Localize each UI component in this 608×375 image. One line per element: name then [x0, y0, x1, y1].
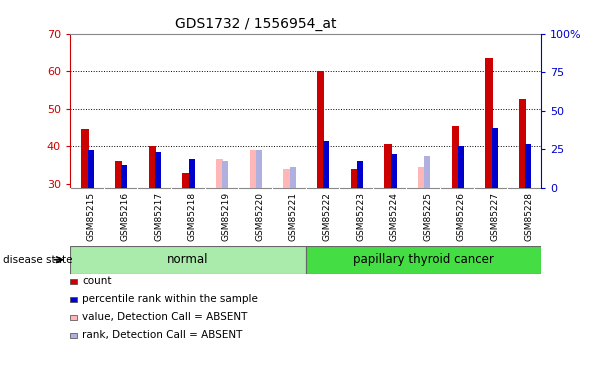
Bar — [323, 141, 330, 188]
Text: GSM85217: GSM85217 — [154, 192, 163, 241]
Bar — [122, 165, 128, 188]
Bar — [223, 161, 229, 188]
Bar — [485, 58, 492, 188]
Bar — [149, 146, 156, 188]
Text: GSM85226: GSM85226 — [457, 192, 466, 241]
Text: percentile rank within the sample: percentile rank within the sample — [82, 294, 258, 304]
Bar — [384, 144, 392, 188]
Text: GDS1732 / 1556954_at: GDS1732 / 1556954_at — [174, 17, 336, 31]
Bar — [418, 167, 426, 188]
Bar — [155, 152, 161, 188]
FancyBboxPatch shape — [305, 246, 541, 274]
Text: normal: normal — [167, 253, 209, 266]
Bar — [88, 150, 94, 188]
Bar — [115, 161, 122, 188]
Bar — [182, 172, 190, 188]
Text: GSM85216: GSM85216 — [120, 192, 130, 241]
Bar — [351, 169, 358, 188]
Text: GSM85228: GSM85228 — [524, 192, 533, 241]
Bar — [357, 161, 363, 188]
Text: GSM85218: GSM85218 — [188, 192, 197, 241]
Bar — [424, 156, 430, 188]
Text: GSM85219: GSM85219 — [221, 192, 230, 241]
Bar — [250, 150, 257, 188]
Bar — [289, 167, 295, 188]
Bar — [519, 99, 527, 188]
Text: disease state: disease state — [3, 255, 72, 265]
Text: count: count — [82, 276, 112, 286]
Text: GSM85215: GSM85215 — [87, 192, 95, 241]
Bar — [391, 154, 397, 188]
Text: papillary thyroid cancer: papillary thyroid cancer — [353, 253, 494, 266]
Text: GSM85221: GSM85221 — [289, 192, 298, 241]
Text: rank, Detection Call = ABSENT: rank, Detection Call = ABSENT — [82, 330, 243, 340]
Text: GSM85222: GSM85222 — [322, 192, 331, 241]
Text: GSM85227: GSM85227 — [491, 192, 500, 241]
Bar — [492, 128, 498, 188]
Bar — [283, 169, 291, 188]
Bar — [256, 150, 262, 188]
Bar — [216, 159, 223, 188]
Text: GSM85220: GSM85220 — [255, 192, 264, 241]
Text: GSM85224: GSM85224 — [390, 192, 399, 241]
Bar — [525, 144, 531, 188]
Bar — [452, 126, 459, 188]
Bar — [458, 146, 464, 188]
FancyBboxPatch shape — [70, 246, 305, 274]
Bar — [188, 159, 195, 188]
Text: GSM85223: GSM85223 — [356, 192, 365, 241]
Bar — [81, 129, 89, 188]
Text: value, Detection Call = ABSENT: value, Detection Call = ABSENT — [82, 312, 247, 322]
Text: GSM85225: GSM85225 — [423, 192, 432, 241]
Bar — [317, 71, 324, 188]
